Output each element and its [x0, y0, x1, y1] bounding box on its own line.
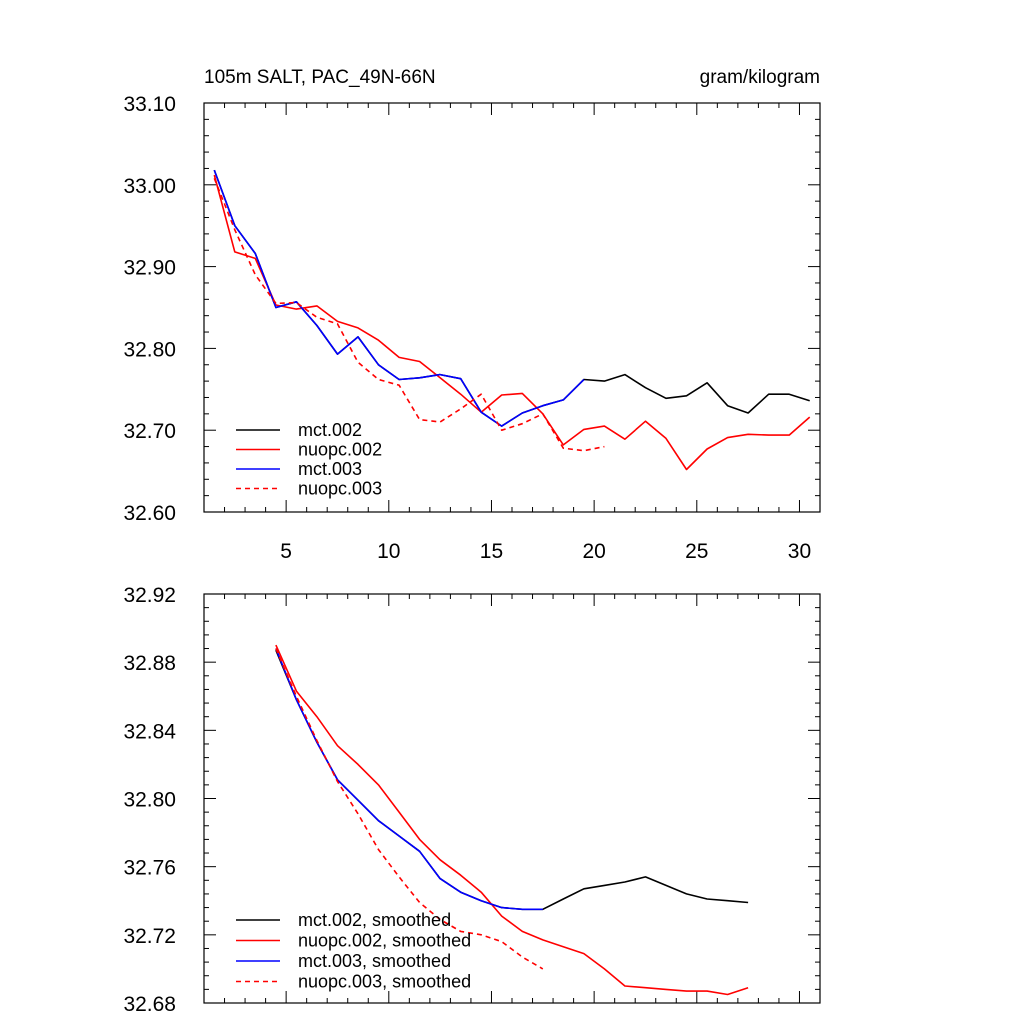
- top-y-tick-label: 33.00: [123, 175, 176, 198]
- top-series-line-nuopc-003: [213, 178, 605, 452]
- top-y-tick-label: 32.60: [123, 502, 176, 525]
- bottom-series-line-nuopc-002-smoothed: [275, 644, 749, 996]
- bottom-y-tick-label: 32.68: [123, 993, 176, 1016]
- top-x-tick-label: 5: [280, 540, 292, 563]
- top-x-tick-label: 30: [788, 540, 811, 563]
- units-label: gram/kilogram: [700, 67, 820, 88]
- top-x-tick-label: 20: [582, 540, 605, 563]
- top-y-tick-label: 32.70: [123, 420, 176, 443]
- top-x-tick-label: 10: [377, 540, 400, 563]
- bottom-y-tick-label: 32.88: [123, 652, 176, 675]
- top-y-tick-label: 32.90: [123, 257, 176, 280]
- top-legend-label: mct.002: [298, 420, 362, 440]
- bottom-legend-label: mct.002, smoothed: [298, 910, 451, 930]
- top-series-line-mct-003: [213, 169, 585, 427]
- bottom-y-tick-label: 32.92: [123, 584, 176, 607]
- bottom-y-tick-label: 32.76: [123, 857, 176, 880]
- bottom-legend-label: mct.003, smoothed: [298, 951, 451, 971]
- chart-title: 105m SALT, PAC_49N-66N: [204, 67, 436, 88]
- top-y-tick-label: 33.10: [123, 93, 176, 116]
- top-y-tick-label: 32.80: [123, 338, 176, 361]
- top-panel: 5 10 15 20 25 30 32.60 32.70 32.80 32.90 33.00 33.1…: [123, 67, 821, 563]
- top-x-tick-label: 15: [480, 540, 503, 563]
- top-legend-label: mct.003: [298, 459, 362, 479]
- top-series-line-nuopc-002: [213, 174, 811, 471]
- bottom-legend-label: nuopc.002, smoothed: [298, 931, 471, 951]
- top-x-tick-label: 25: [685, 540, 708, 563]
- top-legend-label: nuopc.002: [298, 440, 382, 460]
- bottom-y-tick-label: 32.72: [123, 925, 176, 948]
- bottom-y-tick-label: 32.80: [123, 789, 176, 812]
- bottom-legend-label: nuopc.003, smoothed: [298, 972, 471, 992]
- bottom-y-tick-label: 32.84: [123, 720, 176, 743]
- bottom-series-line-nuopc-003-smoothed: [275, 648, 544, 970]
- bottom-panel: 32.68 32.72 32.76 32.80 32.84 32.88 32.92 mct.0…: [123, 584, 821, 1016]
- top-legend-label: nuopc.003: [298, 479, 382, 499]
